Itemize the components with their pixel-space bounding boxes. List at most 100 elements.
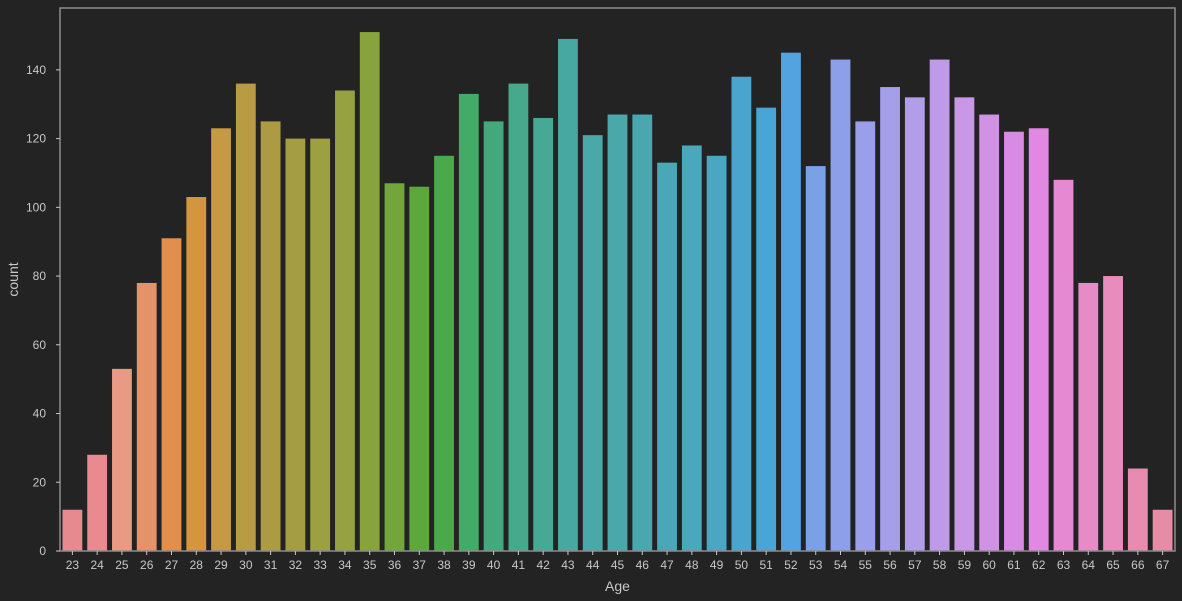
bar-age-39 [458,93,479,551]
bar-age-50 [731,76,752,551]
x-tick-label: 43 [561,558,575,572]
bar-age-59 [954,97,975,551]
x-tick-label: 23 [66,558,80,572]
y-tick-label: 100 [26,200,46,214]
x-tick-label: 47 [660,558,674,572]
bar-age-66 [1127,468,1148,551]
bar-age-25 [112,368,132,551]
bar-age-54 [830,59,851,552]
x-tick-label: 45 [611,558,625,572]
x-tick-label: 31 [264,558,278,572]
bar-age-61 [1004,131,1024,552]
x-tick-label: 59 [958,558,972,572]
bar-age-57 [904,97,925,551]
x-tick-label: 40 [487,558,501,572]
x-tick-label: 33 [313,558,327,572]
y-axis-title: count [5,262,21,296]
x-tick-label: 27 [165,558,179,572]
x-tick-label: 62 [1032,558,1046,572]
x-tick-label: 57 [908,558,922,572]
x-tick-label: 55 [859,558,873,572]
x-tick-label: 36 [388,558,402,572]
y-axis: 0 20 40 60 80 100 120 140 [26,63,60,558]
x-tick-label: 29 [214,558,228,572]
y-tick-label: 60 [33,338,47,352]
bar-age-44 [582,135,603,551]
bar-age-52 [781,52,801,551]
x-tick-label: 35 [363,558,377,572]
bar-age-51 [756,107,777,552]
x-tick-label: 64 [1082,558,1096,572]
bar-age-30 [235,83,256,551]
x-tick-label: 28 [190,558,204,572]
bar-age-42 [533,117,554,552]
bar-age-35 [359,32,380,552]
bar-age-23 [62,509,83,551]
bar-age-67 [1152,509,1173,551]
x-tick-label: 41 [512,558,526,572]
bar-age-60 [979,114,1000,552]
x-tick-label: 32 [289,558,303,572]
bar-age-43 [558,38,578,552]
bar-age-63 [1053,179,1074,551]
bar-age-53 [805,166,826,551]
x-tick-label: 58 [933,558,947,572]
bar-age-37 [409,186,430,551]
bar-age-47 [657,162,677,551]
x-axis: 23 24 25 26 27 28 29 30 31 32 33 34 35 36 37 38 39 40 41 42… [66,551,1170,572]
bar-age-65 [1103,276,1123,551]
bar-age-41 [508,83,529,551]
x-tick-label: 44 [586,558,600,572]
bar-age-45 [607,114,628,552]
bar-age-34 [335,90,355,551]
x-tick-label: 52 [784,558,798,572]
bar-age-48 [681,145,702,551]
x-tick-label: 53 [809,558,823,572]
y-tick-label: 20 [33,475,47,489]
x-tick-label: 51 [759,558,773,572]
x-tick-label: 25 [115,558,129,572]
x-tick-label: 49 [710,558,724,572]
x-tick-label: 65 [1106,558,1120,572]
y-tick-label: 40 [33,407,47,421]
x-tick-label: 38 [437,558,451,572]
x-tick-label: 63 [1057,558,1071,572]
y-tick-label: 80 [33,269,47,283]
bar-age-24 [87,454,108,551]
y-tick-label: 120 [26,132,46,146]
x-tick-label: 66 [1131,558,1145,572]
bar-age-62 [1028,128,1049,552]
bar-age-55 [855,121,876,552]
bar-age-49 [706,155,727,551]
bar-age-64 [1078,282,1099,551]
bar-age-32 [285,138,306,551]
x-tick-label: 42 [536,558,550,572]
bar-age-58 [929,59,950,552]
x-tick-label: 26 [140,558,154,572]
x-axis-title: Age [605,578,630,594]
bar-age-40 [483,121,504,552]
bar-age-56 [880,87,900,551]
bar-age-26 [136,282,157,551]
x-tick-label: 50 [735,558,749,572]
y-tick-label: 140 [26,63,46,77]
x-tick-label: 34 [338,558,352,572]
bar-age-38 [434,155,454,551]
bar-age-33 [310,138,331,551]
y-tick-label: 0 [39,544,46,558]
bar-age-36 [384,183,405,551]
x-tick-label: 48 [685,558,699,572]
x-tick-label: 56 [883,558,897,572]
x-tick-label: 67 [1156,558,1170,572]
x-tick-label: 46 [636,558,650,572]
x-tick-label: 30 [239,558,253,572]
bar-age-28 [186,197,207,551]
bar-age-27 [161,238,182,551]
x-tick-label: 60 [982,558,996,572]
bar-age-46 [632,114,653,552]
bar-age-29 [211,128,231,552]
bar-age-31 [260,121,281,552]
x-tick-label: 61 [1007,558,1021,572]
x-tick-label: 39 [462,558,476,572]
